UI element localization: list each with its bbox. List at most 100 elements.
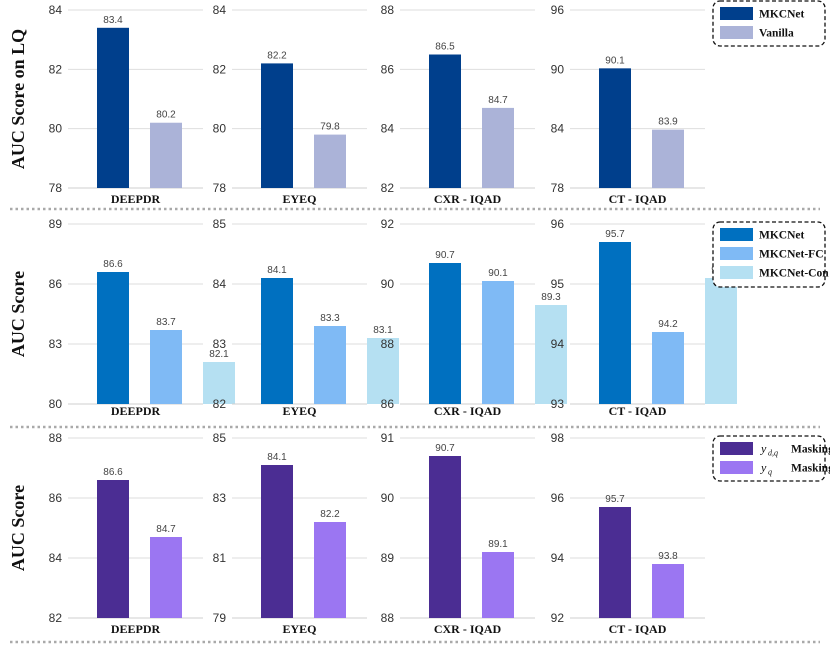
y-tick-label: 88 <box>381 3 395 17</box>
x-category-label: CT - IQAD <box>609 404 667 418</box>
chart-rows: AUC Score on LQ 78 80 82 84 83.4 80.2 DEEPDR 78 8… <box>8 0 830 636</box>
y-tick-label: 80 <box>49 122 63 136</box>
row-separators <box>10 207 820 644</box>
y-tick-label: 89 <box>49 217 63 231</box>
x-category-label: CT - IQAD <box>609 192 667 206</box>
legend-swatch <box>720 442 753 455</box>
bar-value-label: 84.7 <box>488 95 508 106</box>
x-category-label: DEEPDR <box>111 622 161 636</box>
y-tick-label: 88 <box>381 337 395 351</box>
bar-value-label: 86.6 <box>103 467 123 478</box>
y-tick-label: 83 <box>49 337 63 351</box>
y-tick-label: 82 <box>213 62 227 76</box>
bar-mkcnet <box>599 68 631 188</box>
bar-vanilla <box>314 134 346 188</box>
bar-value-label: 83.9 <box>658 117 678 128</box>
legend-label-variable: y <box>760 442 767 456</box>
legend: MKCNet Vanilla <box>712 0 826 47</box>
bar-y-q-masking <box>150 537 182 618</box>
legend-label: MKCNet-Con <box>759 268 829 280</box>
legend-swatch <box>720 7 753 20</box>
legend-label-variable: y <box>760 461 767 475</box>
y-tick-label: 91 <box>381 431 395 445</box>
legend-swatch <box>720 247 753 260</box>
row-y-axis-label: AUC Score <box>8 485 28 571</box>
bar-value-label: 86.6 <box>103 259 123 270</box>
legend-label-suffix: Masking <box>791 463 830 475</box>
y-tick-label: 96 <box>551 3 565 17</box>
bar-value-label: 90.7 <box>435 250 455 261</box>
chart-panel-eyeq: 78 80 82 84 82.2 79.8 EYEQ <box>213 3 367 206</box>
y-tick-label: 86 <box>49 491 63 505</box>
bar-value-label: 90.1 <box>488 268 508 279</box>
bar-mkcnet <box>97 272 129 404</box>
y-tick-label: 81 <box>213 551 227 565</box>
x-category-label: CXR - IQAD <box>434 622 502 636</box>
bar-value-label: 82.1 <box>209 349 229 360</box>
legend-swatch <box>720 228 753 241</box>
legend-swatch <box>720 266 753 279</box>
bar-y-q-masking <box>314 522 346 618</box>
bar-value-label: 84.1 <box>267 452 287 463</box>
legend-swatch <box>720 461 753 474</box>
bar-value-label: 84.7 <box>156 524 176 535</box>
y-tick-label: 84 <box>213 277 227 291</box>
bar-mkcnet-con <box>535 305 567 404</box>
row-y-axis-label: AUC Score on LQ <box>8 29 28 169</box>
y-tick-label: 85 <box>213 217 227 231</box>
y-tick-label: 90 <box>381 491 395 505</box>
legend-label: Vanilla <box>759 28 794 40</box>
row-y-axis-label: AUC Score <box>8 271 28 357</box>
y-tick-label: 88 <box>49 431 63 445</box>
y-tick-label: 96 <box>551 491 565 505</box>
y-tick-label: 98 <box>551 431 565 445</box>
y-tick-label: 83 <box>213 491 227 505</box>
chart-panel-cxr-iqad: 86 88 90 92 90.7 90.1 89.3 CXR - IQAD <box>381 217 567 418</box>
legend-label-subscript: d,q <box>768 449 778 458</box>
chart-panel-deepdr: 80 83 86 89 86.6 83.7 82.1 DEEPDR <box>49 217 235 418</box>
x-category-label: CXR - IQAD <box>434 404 502 418</box>
bar-mkcnet <box>261 63 293 188</box>
x-category-label: DEEPDR <box>111 192 161 206</box>
bar-value-label: 90.7 <box>435 443 455 454</box>
bar-value-label: 83.1 <box>373 325 393 336</box>
legend-label: MKCNet-FC <box>759 249 824 261</box>
legend: MKCNet MKCNet-FC MKCNet-Con <box>712 221 829 288</box>
y-tick-label: 96 <box>551 217 565 231</box>
bar-vanilla <box>652 129 684 188</box>
legend-swatch <box>720 26 753 39</box>
bar-mkcnet <box>97 27 129 188</box>
bar-value-label: 89.3 <box>541 292 561 303</box>
y-tick-label: 90 <box>381 277 395 291</box>
x-category-label: EYEQ <box>282 192 316 206</box>
bar-value-label: 80.2 <box>156 110 176 121</box>
x-category-label: EYEQ <box>282 622 316 636</box>
bar-mkcnet <box>261 278 293 404</box>
y-tick-label: 80 <box>49 397 63 411</box>
y-tick-label: 90 <box>551 62 565 76</box>
y-tick-label: 89 <box>381 551 395 565</box>
legend-label: MKCNet <box>759 230 805 242</box>
y-tick-label: 84 <box>49 551 63 565</box>
y-tick-label: 84 <box>551 122 565 136</box>
bar-y-d-q-masking <box>97 480 129 618</box>
bar-mkcnet-fc <box>150 330 182 404</box>
bar-mkcnet-fc <box>314 326 346 404</box>
y-tick-label: 84 <box>213 3 227 17</box>
y-tick-label: 78 <box>49 181 63 195</box>
chart-row-3: AUC Score 82 84 86 88 86.6 84.7 DEEPDR 79 81 83 85 8… <box>8 431 830 636</box>
legend-label: MKCNet <box>759 9 805 21</box>
bar-value-label: 79.8 <box>320 122 340 133</box>
legend-label-subscript: q <box>768 468 772 477</box>
y-tick-label: 82 <box>49 62 63 76</box>
bar-vanilla <box>150 122 182 188</box>
x-category-label: EYEQ <box>282 404 316 418</box>
y-tick-label: 79 <box>213 611 227 625</box>
bar-value-label: 95.7 <box>605 494 625 505</box>
y-tick-label: 94 <box>551 551 565 565</box>
y-tick-label: 84 <box>49 3 63 17</box>
